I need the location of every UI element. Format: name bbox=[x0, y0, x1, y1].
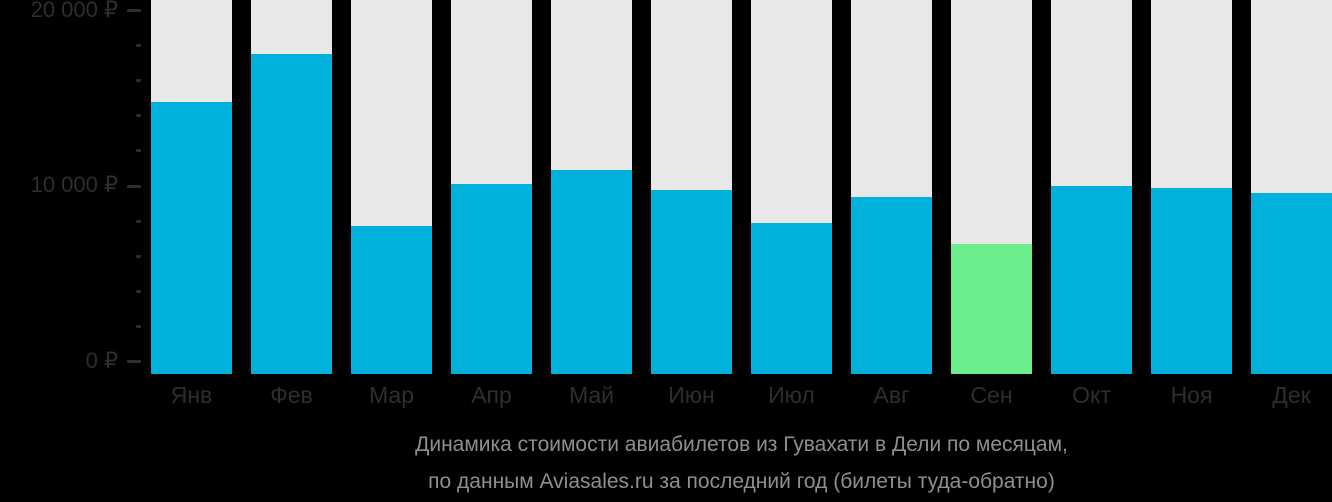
month-column: Ноя bbox=[1151, 0, 1232, 408]
price-bar-cheapest[interactable] bbox=[951, 243, 1032, 374]
price-bar[interactable] bbox=[151, 101, 232, 374]
month-column: Окт bbox=[1051, 0, 1132, 408]
month-label: Июн bbox=[668, 382, 715, 408]
price-bar[interactable] bbox=[1251, 193, 1332, 374]
y-axis-minor-tick bbox=[136, 289, 141, 293]
y-axis-major-tick bbox=[127, 184, 141, 188]
month-column: Дек bbox=[1251, 0, 1332, 408]
caption-line-1: Динамика стоимости авиабилетов из Гуваха… bbox=[415, 433, 1068, 456]
y-axis-minor-tick bbox=[136, 114, 141, 118]
month-label: Дек bbox=[1272, 382, 1311, 408]
month-label: Май bbox=[568, 382, 615, 408]
month-column: Июл bbox=[751, 0, 832, 408]
price-bar[interactable] bbox=[1051, 186, 1132, 374]
month-column: Авг bbox=[851, 0, 932, 408]
month-column: Июн bbox=[651, 0, 732, 408]
price-bar[interactable] bbox=[751, 222, 832, 374]
month-column: Сен bbox=[951, 0, 1032, 408]
month-label: Окт bbox=[1072, 382, 1111, 408]
month-label: Фев bbox=[270, 382, 313, 408]
price-bar[interactable] bbox=[351, 226, 432, 374]
y-tick-label: 0 ₽ bbox=[85, 347, 118, 373]
y-axis-minor-tick bbox=[136, 79, 141, 83]
month-column: Янв bbox=[151, 0, 232, 408]
month-column: Мар bbox=[351, 0, 432, 408]
month-label: Апр bbox=[471, 382, 512, 408]
price-bar[interactable] bbox=[1151, 187, 1232, 374]
price-bar[interactable] bbox=[451, 184, 532, 374]
caption-line-2: по данным Aviasales.ru за последний год … bbox=[428, 470, 1055, 493]
y-axis-minor-tick bbox=[136, 219, 141, 223]
price-bar[interactable] bbox=[651, 189, 732, 374]
month-label: Авг bbox=[873, 382, 910, 408]
month-column: Фев bbox=[251, 0, 332, 408]
y-tick-label: 20 000 ₽ bbox=[30, 0, 118, 22]
y-axis-minor-tick bbox=[136, 324, 141, 328]
y-tick-label: 10 000 ₽ bbox=[30, 171, 118, 197]
y-axis-major-tick bbox=[127, 360, 141, 363]
y-axis-minor-tick bbox=[136, 254, 141, 258]
price-bar[interactable] bbox=[851, 196, 932, 374]
price-bar[interactable] bbox=[251, 54, 332, 374]
month-column: Апр bbox=[451, 0, 532, 408]
month-column: Май bbox=[551, 0, 632, 408]
month-label: Июл bbox=[768, 382, 815, 408]
y-axis-major-tick bbox=[127, 9, 141, 12]
bars-area: Янв Фев Мар Апр Май Июн Июл Авг Сен Окт Ноя Дек bbox=[151, 0, 1332, 408]
y-axis-minor-tick bbox=[136, 149, 141, 153]
month-label: Сен bbox=[970, 382, 1013, 408]
month-label: Янв bbox=[170, 382, 213, 408]
y-axis: 0 ₽ 10 000 ₽ 20 000 ₽ bbox=[0, 0, 146, 420]
month-label: Ноя bbox=[1170, 382, 1213, 408]
month-label: Мар bbox=[368, 382, 415, 408]
chart-caption: Динамика стоимости авиабилетов из Гуваха… bbox=[151, 426, 1332, 500]
y-axis-minor-tick bbox=[136, 44, 141, 48]
price-bar[interactable] bbox=[551, 170, 632, 374]
